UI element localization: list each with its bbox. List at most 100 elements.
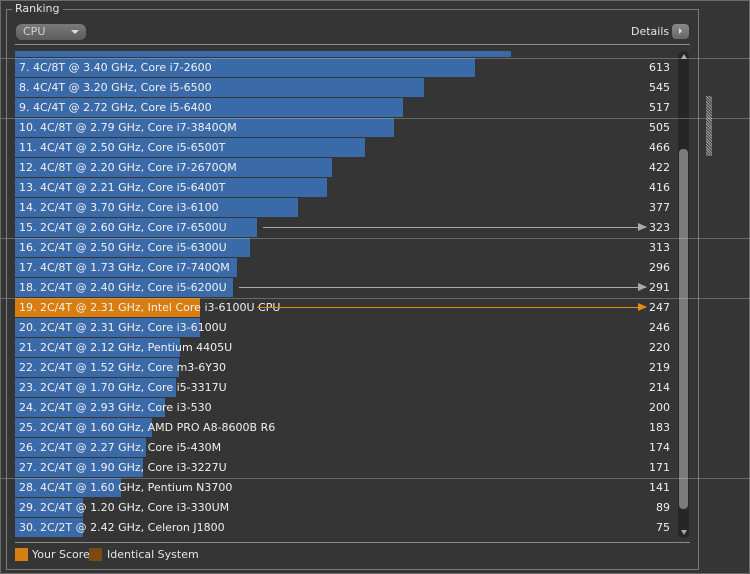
row-score: 141 [649, 481, 670, 494]
row-label: 27. 2C/4T @ 1.90 GHz, Core i3-3227U [19, 461, 227, 474]
score-bar [15, 418, 153, 437]
row-label: 10. 4C/8T @ 2.79 GHz, Core i7-3840QM [19, 121, 237, 134]
score-bar [15, 478, 121, 497]
ranking-row[interactable]: 17. 4C/8T @ 1.73 GHz, Core i7-740QM 296 [15, 258, 675, 277]
row-score: 247 [649, 301, 670, 314]
ranking-row[interactable]: 26. 2C/4T @ 2.27 GHz, Core i5-430M 174 [15, 438, 675, 457]
row-label: 28. 4C/4T @ 1.60 GHz, Pentium N3700 [19, 481, 233, 494]
row-score: 220 [649, 341, 670, 354]
score-bar [15, 498, 83, 517]
row-score: 323 [649, 221, 670, 234]
details-label: Details [631, 25, 670, 38]
score-bar [15, 398, 166, 417]
ranking-row[interactable]: 16. 2C/4T @ 2.50 GHz, Core i5-6300U 313 [15, 238, 675, 257]
row-label: 23. 2C/4T @ 1.70 GHz, Core i5-3317U [19, 381, 227, 394]
row-label: 30. 2C/2T @ 2.42 GHz, Celeron J1800 [19, 521, 225, 534]
row-score: 296 [649, 261, 670, 274]
ranking-row[interactable]: 21. 2C/4T @ 2.12 GHz, Pentium 4405U 220 [15, 338, 675, 357]
your-score-swatch [15, 548, 28, 561]
score-bar [15, 58, 475, 77]
row-label: 29. 2C/4T @ 1.20 GHz, Core i3-330UM [19, 501, 230, 514]
row-score: 200 [649, 401, 670, 414]
row-label: 19. 2C/4T @ 2.31 GHz, Intel Core i3-6100… [19, 301, 281, 314]
row-label: 21. 2C/4T @ 2.12 GHz, Pentium 4405U [19, 341, 233, 354]
row-score: 422 [649, 161, 670, 174]
score-bar [15, 138, 365, 157]
scroll-down-icon[interactable] [681, 530, 687, 535]
row-score: 661 [649, 51, 670, 57]
ranking-row[interactable]: 18. 2C/4T @ 2.40 GHz, Core i5-6200U 291 [15, 278, 675, 297]
row-label: 9. 4C/4T @ 2.72 GHz, Core i5-6400 [19, 101, 212, 114]
score-bar [15, 338, 181, 357]
row-score: 89 [656, 501, 670, 514]
ranking-row[interactable]: 9. 4C/4T @ 2.72 GHz, Core i5-6400 517 [15, 98, 675, 117]
details-button[interactable] [672, 24, 689, 39]
ranking-row[interactable]: 23. 2C/4T @ 1.70 GHz, Core i5-3317U 214 [15, 378, 675, 397]
row-score: 466 [649, 141, 670, 154]
ranking-row[interactable]: 15. 2C/4T @ 2.60 GHz, Core i7-6500U 323 [15, 218, 675, 237]
row-label: 16. 2C/4T @ 2.50 GHz, Core i5-6300U [19, 241, 227, 254]
score-bar [15, 298, 201, 317]
score-bar [15, 378, 176, 397]
score-bar [15, 98, 403, 117]
score-bar [15, 118, 394, 137]
legend-your-score: Your Score [32, 548, 90, 561]
row-score: 416 [649, 181, 670, 194]
scroll-up-icon[interactable] [681, 54, 687, 59]
score-bar [15, 258, 238, 277]
ranking-row[interactable]: 13. 4C/4T @ 2.21 GHz, Core i5-6400T 416 [15, 178, 675, 197]
ranking-row[interactable]: 12. 4C/8T @ 2.20 GHz, Core i7-2670QM 422 [15, 158, 675, 177]
row-label: 26. 2C/4T @ 2.27 GHz, Core i5-430M [19, 441, 222, 454]
arrow-right-icon [257, 303, 647, 311]
row-score: 291 [649, 281, 670, 294]
legend-identical-system: Identical System [107, 548, 199, 561]
ranking-row[interactable]: 28. 4C/4T @ 1.60 GHz, Pentium N3700 141 [15, 478, 675, 497]
ranking-group [6, 9, 699, 570]
ranking-row[interactable]: 11. 4C/4T @ 2.50 GHz, Core i5-6500T 466 [15, 138, 675, 157]
ranking-row[interactable]: 661 [15, 51, 675, 57]
chevron-down-icon [71, 30, 79, 34]
score-bar [15, 458, 144, 477]
row-score: 183 [649, 421, 670, 434]
arrow-right-icon [239, 283, 647, 291]
ranking-row[interactable]: 10. 4C/8T @ 2.79 GHz, Core i7-3840QM 505 [15, 118, 675, 137]
score-bar [15, 518, 83, 537]
ranking-row[interactable]: 29. 2C/4T @ 1.20 GHz, Core i3-330UM 89 [15, 498, 675, 517]
scrollbar[interactable] [678, 51, 689, 538]
row-score: 517 [649, 101, 670, 114]
identical-system-swatch [89, 548, 102, 561]
ranking-row[interactable]: 22. 2C/4T @ 1.52 GHz, Core m3-6Y30 219 [15, 358, 675, 377]
row-score: 613 [649, 61, 670, 74]
category-dropdown[interactable]: CPU [16, 24, 86, 40]
ranking-row[interactable]: 19. 2C/4T @ 2.31 GHz, Intel Core i3-6100… [15, 298, 675, 317]
row-label: 17. 4C/8T @ 1.73 GHz, Core i7-740QM [19, 261, 230, 274]
score-bar [15, 158, 332, 177]
ranking-row[interactable]: 25. 2C/4T @ 1.60 GHz, AMD PRO A8-8600B R… [15, 418, 675, 437]
row-score: 313 [649, 241, 670, 254]
score-bar [15, 438, 146, 457]
row-score: 505 [649, 121, 670, 134]
scrollbar-thumb[interactable] [679, 149, 688, 509]
row-score: 246 [649, 321, 670, 334]
score-bar [15, 238, 250, 257]
score-bar [15, 358, 180, 377]
score-bar [15, 198, 298, 217]
row-label: 13. 4C/4T @ 2.21 GHz, Core i5-6400T [19, 181, 226, 194]
row-label: 8. 4C/4T @ 3.20 GHz, Core i5-6500 [19, 81, 212, 94]
ranking-row[interactable]: 7. 4C/8T @ 3.40 GHz, Core i7-2600 613 [15, 58, 675, 77]
row-label: 15. 2C/4T @ 2.60 GHz, Core i7-6500U [19, 221, 227, 234]
ranking-row[interactable]: 14. 2C/4T @ 3.70 GHz, Core i3-6100 377 [15, 198, 675, 217]
ranking-row[interactable]: 20. 2C/4T @ 2.31 GHz, Core i3-6100U 246 [15, 318, 675, 337]
row-label: 20. 2C/4T @ 2.31 GHz, Core i3-6100U [19, 321, 227, 334]
row-label: 22. 2C/4T @ 1.52 GHz, Core m3-6Y30 [19, 361, 226, 374]
row-score: 219 [649, 361, 670, 374]
row-label: 11. 4C/4T @ 2.50 GHz, Core i5-6500T [19, 141, 226, 154]
guide-line [1, 58, 750, 59]
ranking-row[interactable]: 8. 4C/4T @ 3.20 GHz, Core i5-6500 545 [15, 78, 675, 97]
ranking-row[interactable]: 30. 2C/2T @ 2.42 GHz, Celeron J1800 75 [15, 518, 675, 537]
ranking-row[interactable]: 27. 2C/4T @ 1.90 GHz, Core i3-3227U 171 [15, 458, 675, 477]
resize-grip[interactable] [706, 96, 712, 156]
arrow-right-icon [263, 223, 647, 231]
ranking-row[interactable]: 24. 2C/4T @ 2.93 GHz, Core i3-530 200 [15, 398, 675, 417]
